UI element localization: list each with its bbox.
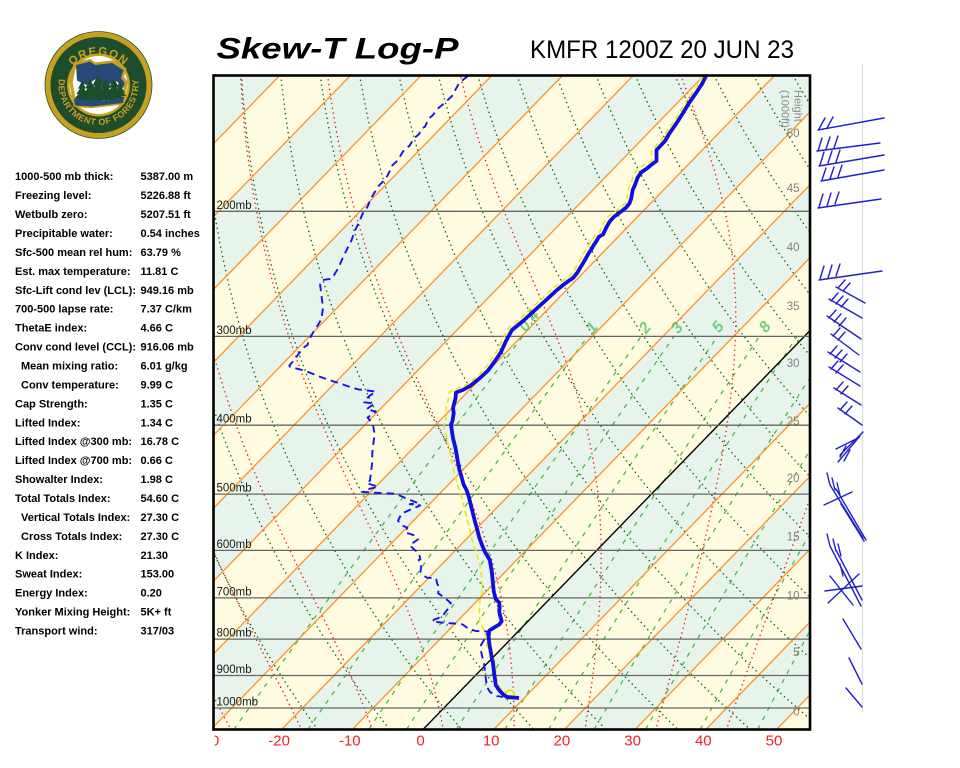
svg-text:40: 40 <box>695 733 712 750</box>
svg-text:Lifted Index @700 mb:: Lifted Index @700 mb: <box>15 455 132 467</box>
svg-text:50: 50 <box>787 128 800 140</box>
svg-text:40: 40 <box>787 242 800 254</box>
svg-text:Transport wind:: Transport wind: <box>15 626 98 638</box>
svg-text:ThetaE index:: ThetaE index: <box>15 323 87 335</box>
svg-text:45: 45 <box>787 183 800 195</box>
svg-text:5: 5 <box>793 647 799 659</box>
svg-text:Cap Strength:: Cap Strength: <box>15 398 88 410</box>
svg-text:30: 30 <box>624 733 641 750</box>
svg-text:Vertical Totals Index:: Vertical Totals Index: <box>21 512 130 524</box>
svg-text:600mb: 600mb <box>217 539 252 551</box>
svg-text:5207.51 ft: 5207.51 ft <box>141 209 191 221</box>
svg-text:900mb: 900mb <box>217 664 252 676</box>
svg-text:Lifted Index @300 mb:: Lifted Index @300 mb: <box>15 436 132 448</box>
svg-text:1000mb: 1000mb <box>217 697 259 709</box>
svg-text:9.99 C: 9.99 C <box>141 379 173 391</box>
svg-text:27.30 C: 27.30 C <box>141 531 180 543</box>
svg-text:16.78 C: 16.78 C <box>141 436 180 448</box>
svg-text:-10: -10 <box>339 733 361 750</box>
svg-text:35: 35 <box>787 301 800 313</box>
svg-text:K Index:: K Index: <box>15 550 58 562</box>
svg-text:Sweat Index:: Sweat Index: <box>15 569 82 581</box>
svg-text:21.30: 21.30 <box>141 550 169 562</box>
svg-text:50: 50 <box>766 733 783 750</box>
svg-text:800mb: 800mb <box>217 628 252 640</box>
svg-text:-30: -30 <box>198 733 220 750</box>
svg-text:63.79 %: 63.79 % <box>141 247 182 259</box>
svg-text:20: 20 <box>787 473 800 485</box>
svg-text:5K+ ft: 5K+ ft <box>141 607 172 619</box>
svg-text:1.34 C: 1.34 C <box>141 417 173 429</box>
svg-text:1.98 C: 1.98 C <box>141 474 173 486</box>
svg-text:949.16 mb: 949.16 mb <box>141 285 194 297</box>
svg-text:1.35 C: 1.35 C <box>141 398 173 410</box>
svg-text:30: 30 <box>787 358 800 370</box>
svg-text:Energy Index:: Energy Index: <box>15 588 88 600</box>
svg-text:0: 0 <box>793 707 799 719</box>
svg-text:1000-500 mb thick:: 1000-500 mb thick: <box>15 171 113 183</box>
svg-text:5226.88 ft: 5226.88 ft <box>141 190 191 202</box>
svg-text:Showalter Index:: Showalter Index: <box>15 474 103 486</box>
svg-text:Height: Height <box>792 90 804 122</box>
svg-text:0.54 inches: 0.54 inches <box>141 228 200 240</box>
svg-text:700-500 lapse rate:: 700-500 lapse rate: <box>15 304 113 316</box>
svg-text:6.01 g/kg: 6.01 g/kg <box>141 361 188 373</box>
svg-text:Precipitable water:: Precipitable water: <box>15 228 113 240</box>
svg-text:0.66 C: 0.66 C <box>141 455 173 467</box>
svg-text:Sfc-Lift cond lev (LCL):: Sfc-Lift cond lev (LCL): <box>15 285 136 297</box>
svg-text:916.06 mb: 916.06 mb <box>141 342 194 354</box>
svg-text:10: 10 <box>483 733 500 750</box>
svg-text:Lifted Index:: Lifted Index: <box>15 417 80 429</box>
svg-text:KMFR 1200Z 20 JUN 23: KMFR 1200Z 20 JUN 23 <box>530 36 794 64</box>
svg-text:4.66 C: 4.66 C <box>141 323 173 335</box>
svg-text:200mb: 200mb <box>217 200 252 212</box>
svg-text:Freezing level:: Freezing level: <box>15 190 91 202</box>
svg-text:317/03: 317/03 <box>141 626 175 638</box>
svg-text:Conv temperature:: Conv temperature: <box>21 379 119 391</box>
svg-text:500mb: 500mb <box>217 483 252 495</box>
svg-text:0: 0 <box>416 733 424 750</box>
svg-text:Mean mixing ratio:: Mean mixing ratio: <box>21 361 118 373</box>
svg-text:5387.00 m: 5387.00 m <box>141 171 194 183</box>
svg-text:-20: -20 <box>268 733 290 750</box>
svg-text:27.30 C: 27.30 C <box>141 512 180 524</box>
svg-text:11.81 C: 11.81 C <box>141 266 179 278</box>
svg-text:Skew-T Log-P: Skew-T Log-P <box>217 33 459 66</box>
svg-text:Cross Totals Index:: Cross Totals Index: <box>21 531 122 543</box>
svg-text:7.37 C/km: 7.37 C/km <box>141 304 193 316</box>
svg-text:20: 20 <box>554 733 571 750</box>
svg-text:Yonker Mixing Height:: Yonker Mixing Height: <box>15 607 130 619</box>
svg-text:300mb: 300mb <box>217 325 252 337</box>
svg-text:(1000ft): (1000ft) <box>779 90 791 128</box>
svg-text:Sfc-500 mean rel hum:: Sfc-500 mean rel hum: <box>15 247 132 259</box>
svg-text:0.20: 0.20 <box>141 588 162 600</box>
svg-text:Conv cond level (CCL):: Conv cond level (CCL): <box>15 342 136 354</box>
svg-text:25: 25 <box>787 416 800 428</box>
svg-text:Wetbulb zero:: Wetbulb zero: <box>15 209 88 221</box>
svg-text:400mb: 400mb <box>217 414 252 426</box>
svg-text:15: 15 <box>787 532 800 544</box>
svg-text:10: 10 <box>787 591 800 603</box>
svg-text:153.00: 153.00 <box>141 569 175 581</box>
svg-text:54.60 C: 54.60 C <box>141 493 180 505</box>
svg-text:Total Totals Index:: Total Totals Index: <box>15 493 111 505</box>
svg-text:700mb: 700mb <box>217 586 252 598</box>
svg-text:Est. max temperature:: Est. max temperature: <box>15 266 131 278</box>
